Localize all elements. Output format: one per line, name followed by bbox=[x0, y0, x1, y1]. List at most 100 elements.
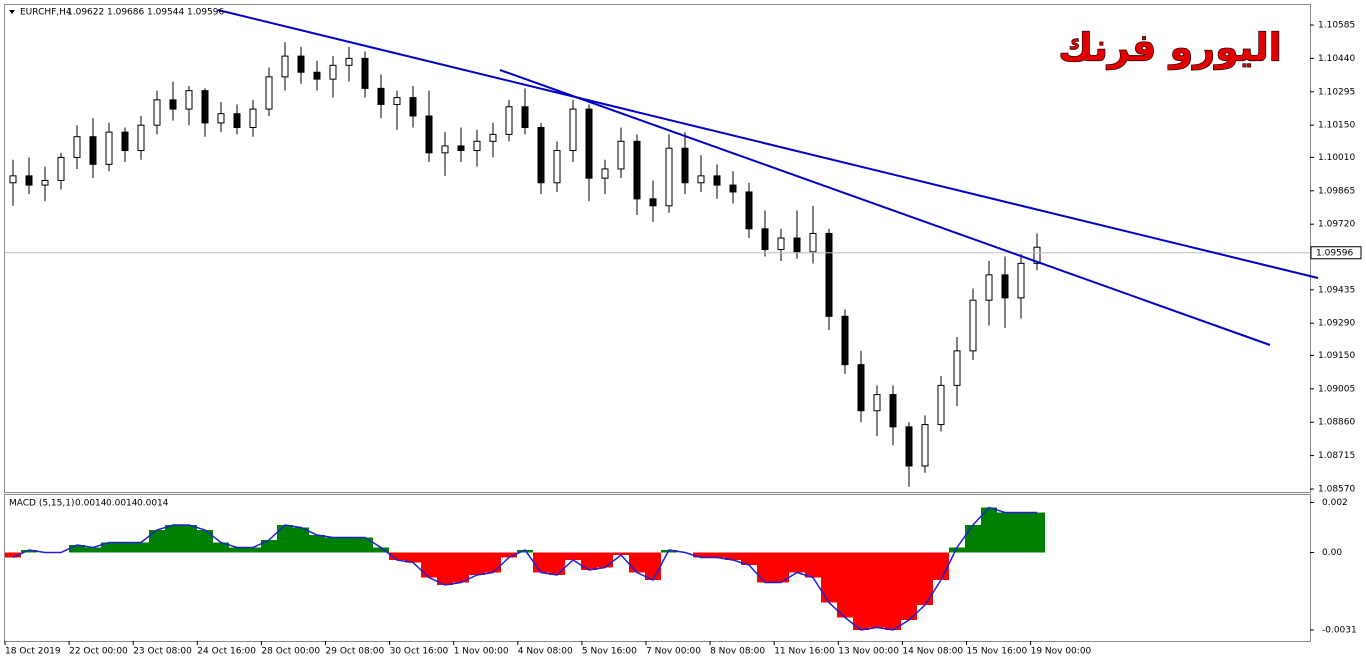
trend-line bbox=[499, 69, 1271, 346]
candle-body bbox=[921, 424, 929, 467]
macd-bar bbox=[693, 552, 709, 558]
candle-body bbox=[905, 426, 913, 467]
macd-bar bbox=[709, 552, 725, 558]
candle-body bbox=[681, 147, 689, 184]
candle-body bbox=[777, 237, 785, 251]
macd-bar bbox=[837, 552, 853, 618]
macd-value: 0.0014 bbox=[106, 499, 138, 509]
y-tick-label: 1.09290 bbox=[1318, 319, 1355, 329]
candle-body bbox=[233, 113, 241, 128]
macd-bar bbox=[757, 552, 773, 583]
macd-bar bbox=[117, 542, 133, 553]
macd-bar bbox=[213, 542, 229, 553]
macd-bar bbox=[933, 552, 949, 580]
candle-body bbox=[649, 198, 657, 207]
y-tick-label: 1.09865 bbox=[1318, 186, 1355, 196]
macd-bar bbox=[229, 547, 245, 553]
candle-body bbox=[169, 99, 177, 110]
candle-body bbox=[217, 113, 225, 124]
macd-value: 0.0014 bbox=[75, 499, 107, 509]
candle-body bbox=[825, 232, 833, 317]
macd-line bbox=[12, 506, 1037, 631]
candle-body bbox=[601, 168, 609, 179]
y-tick-label: 0.002 bbox=[1322, 498, 1348, 508]
candle-body bbox=[697, 175, 705, 184]
macd-bar bbox=[965, 525, 981, 553]
x-tick-label: 13 Nov 00:00 bbox=[838, 647, 899, 657]
candle-body bbox=[441, 145, 449, 154]
macd-bar bbox=[549, 552, 565, 575]
y-tick-label: 1.08570 bbox=[1318, 485, 1355, 495]
macd-bar bbox=[373, 547, 389, 553]
macd-bar bbox=[613, 552, 629, 555]
macd-bar bbox=[645, 552, 661, 580]
macd-bar bbox=[197, 530, 213, 553]
menu-arrow[interactable] bbox=[9, 10, 15, 14]
y-tick-label: 1.09150 bbox=[1318, 351, 1355, 361]
candle-body bbox=[729, 184, 737, 193]
plot-layer: 1.10585 1.10440 1.10295 1.10150 1.10010 1.098… bbox=[4, 21, 1362, 657]
macd-bar bbox=[469, 552, 485, 575]
candle-body bbox=[121, 131, 129, 152]
last-price-box bbox=[1310, 246, 1362, 260]
macd-bar bbox=[181, 525, 197, 553]
candle-body bbox=[377, 87, 385, 105]
candle-body bbox=[249, 108, 257, 128]
x-tick-label: 24 Oct 16:00 bbox=[197, 647, 256, 657]
candle-body bbox=[457, 145, 465, 152]
candle-body bbox=[1033, 246, 1041, 264]
macd-bar bbox=[293, 527, 309, 553]
macd-bar bbox=[85, 547, 101, 553]
candle-body bbox=[521, 106, 529, 128]
x-tick-label: 5 Nov 16:00 bbox=[582, 647, 637, 657]
macd-bar bbox=[741, 552, 757, 565]
candle-body bbox=[953, 350, 961, 386]
y-tick-label: 1.10150 bbox=[1318, 121, 1355, 131]
y-tick-label: 1.10295 bbox=[1318, 87, 1355, 97]
candle-body bbox=[761, 228, 769, 251]
x-tick-label: 18 Oct 2019 bbox=[5, 647, 61, 657]
candle-body bbox=[985, 274, 993, 301]
macd-label: MACD (5,15,1) bbox=[9, 499, 75, 509]
open-price: 1.09622 bbox=[67, 8, 104, 18]
macd-bar bbox=[869, 552, 885, 628]
macd-bar bbox=[421, 552, 437, 578]
y-tick-label: 1.08715 bbox=[1318, 451, 1355, 461]
macd-bar bbox=[533, 552, 549, 573]
candle-body bbox=[393, 97, 401, 105]
y-tick-label: 1.08860 bbox=[1318, 418, 1355, 428]
y-tick-label: 1.10585 bbox=[1318, 21, 1355, 31]
x-tick-label: 23 Oct 08:00 bbox=[133, 647, 192, 657]
macd-bar bbox=[853, 552, 869, 630]
candle-body bbox=[937, 384, 945, 426]
candle-body bbox=[25, 175, 33, 186]
candle-body bbox=[553, 150, 561, 184]
candle-body bbox=[585, 108, 593, 179]
macd-bar bbox=[629, 552, 645, 573]
x-tick-label: 28 Oct 00:00 bbox=[261, 647, 320, 657]
candle-body bbox=[889, 394, 897, 428]
candle-body bbox=[105, 131, 113, 165]
candle-body bbox=[873, 394, 881, 412]
x-tick-label: 8 Nov 08:00 bbox=[710, 647, 765, 657]
candle-body bbox=[665, 147, 673, 207]
candle-body bbox=[1001, 274, 1009, 299]
candle-body bbox=[969, 299, 977, 352]
x-tick-label: 1 Nov 00:00 bbox=[454, 647, 509, 657]
macd-bar bbox=[69, 545, 85, 553]
macd-bar bbox=[901, 552, 917, 620]
macd-bar bbox=[725, 552, 741, 560]
x-tick-label: 22 Oct 00:00 bbox=[69, 647, 128, 657]
candle-body bbox=[537, 126, 545, 184]
candle-body bbox=[633, 140, 641, 200]
candle-body bbox=[201, 90, 209, 124]
macd-bar bbox=[1013, 512, 1029, 553]
candle-body bbox=[1017, 262, 1025, 299]
x-tick-label: 11 Nov 16:00 bbox=[774, 647, 835, 657]
candle-body bbox=[505, 106, 513, 135]
x-tick-label: 15 Nov 16:00 bbox=[967, 647, 1028, 657]
candle-body bbox=[569, 108, 577, 152]
macd-frame bbox=[4, 494, 1311, 642]
